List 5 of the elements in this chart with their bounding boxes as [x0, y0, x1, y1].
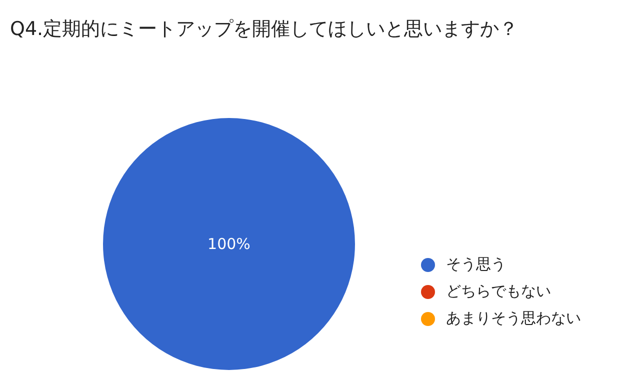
legend-label: どちらでもない [446, 282, 551, 301]
legend-label: そう思う [446, 255, 506, 274]
chart-title: Q4.定期的にミートアップを開催してほしいと思いますか？ [10, 17, 518, 42]
data-label: 100% [208, 235, 250, 253]
legend-label: あまりそう思わない [446, 309, 581, 328]
